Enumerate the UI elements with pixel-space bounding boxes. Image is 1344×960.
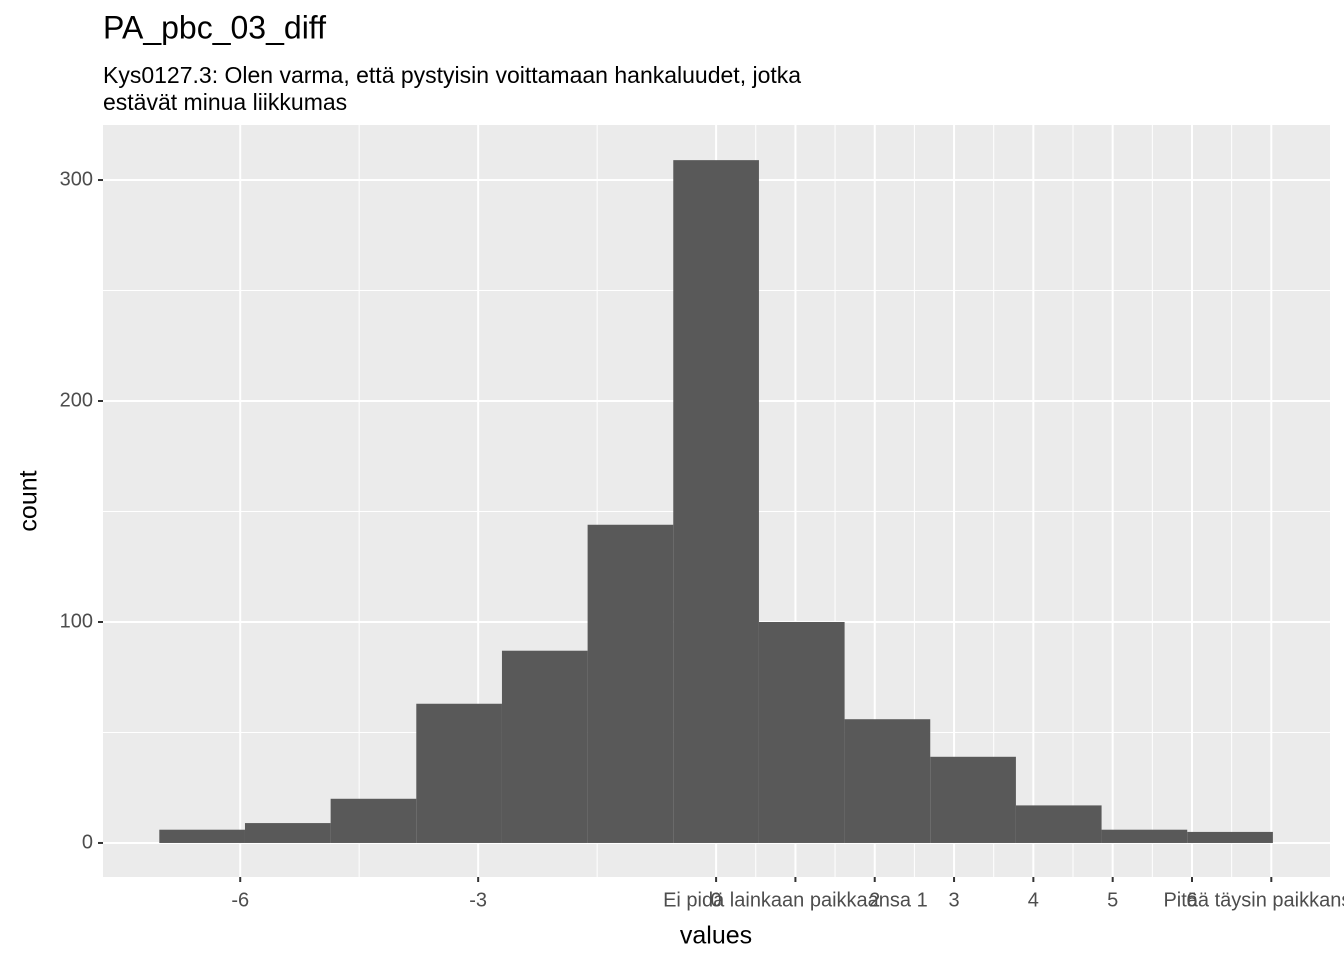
y-tick-label: 300 (60, 168, 93, 190)
y-tick-label: 0 (82, 831, 93, 853)
x-tick-label: 6 (1186, 889, 1197, 911)
bar (930, 756, 1016, 843)
bar (1187, 831, 1273, 843)
chart-subtitle: estävät minua liikkumas (103, 89, 347, 115)
y-axis-title: count (15, 470, 43, 531)
bar (758, 621, 845, 843)
chart-title: PA_pbc_03_diff (103, 9, 326, 45)
chart-subtitle: Kys0127.3: Olen varma, että pystyisin vo… (103, 62, 801, 88)
x-axis-title: values (680, 922, 752, 950)
x-tick-label: Ei pidä lainkaan paikkaansa 1 (663, 889, 928, 911)
bar (330, 798, 417, 843)
bar (244, 823, 331, 843)
bar (1101, 829, 1188, 843)
x-tick-label: 2 (869, 889, 880, 911)
bar (416, 703, 502, 843)
x-tick-label: -3 (469, 889, 487, 911)
bar (159, 829, 245, 843)
x-tick-label: Pitää täysin paikkansa 7 (1163, 889, 1344, 911)
x-tick-label: 0 (711, 889, 722, 911)
x-tick-label: -6 (231, 889, 249, 911)
x-tick-label: 3 (948, 889, 959, 911)
bar (844, 719, 931, 843)
x-tick-label: 5 (1107, 889, 1118, 911)
bar (673, 160, 759, 843)
bar (1015, 805, 1102, 843)
bar (587, 524, 674, 843)
y-tick-label: 100 (60, 610, 93, 632)
x-tick-label: 4 (1028, 889, 1039, 911)
bar (501, 650, 588, 843)
y-tick-label: 200 (60, 389, 93, 411)
